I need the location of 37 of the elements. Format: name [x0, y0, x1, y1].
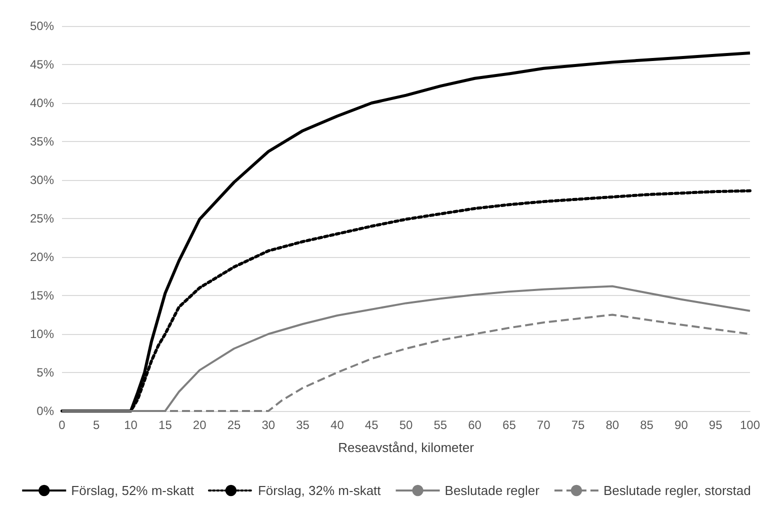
y-tick-label: 5%	[36, 366, 54, 380]
y-tick-label: 40%	[30, 96, 54, 110]
x-tick-label: 55	[434, 418, 448, 432]
y-tick-label: 10%	[30, 327, 54, 341]
x-tick-label: 50	[399, 418, 413, 432]
x-tick-label: 60	[468, 418, 482, 432]
y-tick-label: 50%	[30, 19, 54, 33]
y-tick-label: 15%	[30, 288, 54, 302]
x-tick-label: 10	[124, 418, 138, 432]
x-tick-label: 75	[571, 418, 585, 432]
y-tick-label: 20%	[30, 250, 54, 264]
y-tick-label: 0%	[36, 404, 54, 418]
y-tick-label: 45%	[30, 58, 54, 72]
x-tick-label: 20	[192, 418, 207, 432]
y-tick-label: 25%	[30, 212, 54, 226]
legend-label: Beslutade regler, storstad	[603, 483, 751, 498]
x-tick-label: 5	[93, 418, 100, 432]
x-tick-label: 100	[740, 418, 760, 432]
legend-label: Förslag, 52% m-skatt	[71, 483, 194, 498]
x-tick-label: 30	[262, 418, 276, 432]
x-tick-label: 40	[330, 418, 344, 432]
y-tick-label: 35%	[30, 134, 54, 148]
x-tick-label: 0	[58, 418, 66, 432]
legend-label: Beslutade regler	[444, 483, 540, 498]
x-tick-label: 65	[502, 418, 516, 432]
legend-label: Förslag, 32% m-skatt	[258, 483, 382, 498]
x-tick-label: 15	[158, 418, 172, 432]
x-tick-label: 25	[227, 418, 241, 432]
x-tick-label: 35	[296, 418, 310, 432]
x-tick-label: 45	[364, 418, 379, 432]
y-tick-label: 30%	[30, 173, 54, 187]
x-axis-title: Reseavstånd, kilometer	[338, 440, 475, 455]
x-tick-label: 90	[674, 418, 688, 432]
x-tick-label: 85	[640, 418, 654, 432]
x-tick-label: 95	[708, 418, 723, 432]
x-tick-label: 70	[536, 418, 551, 432]
x-tick-label: 80	[606, 418, 620, 432]
